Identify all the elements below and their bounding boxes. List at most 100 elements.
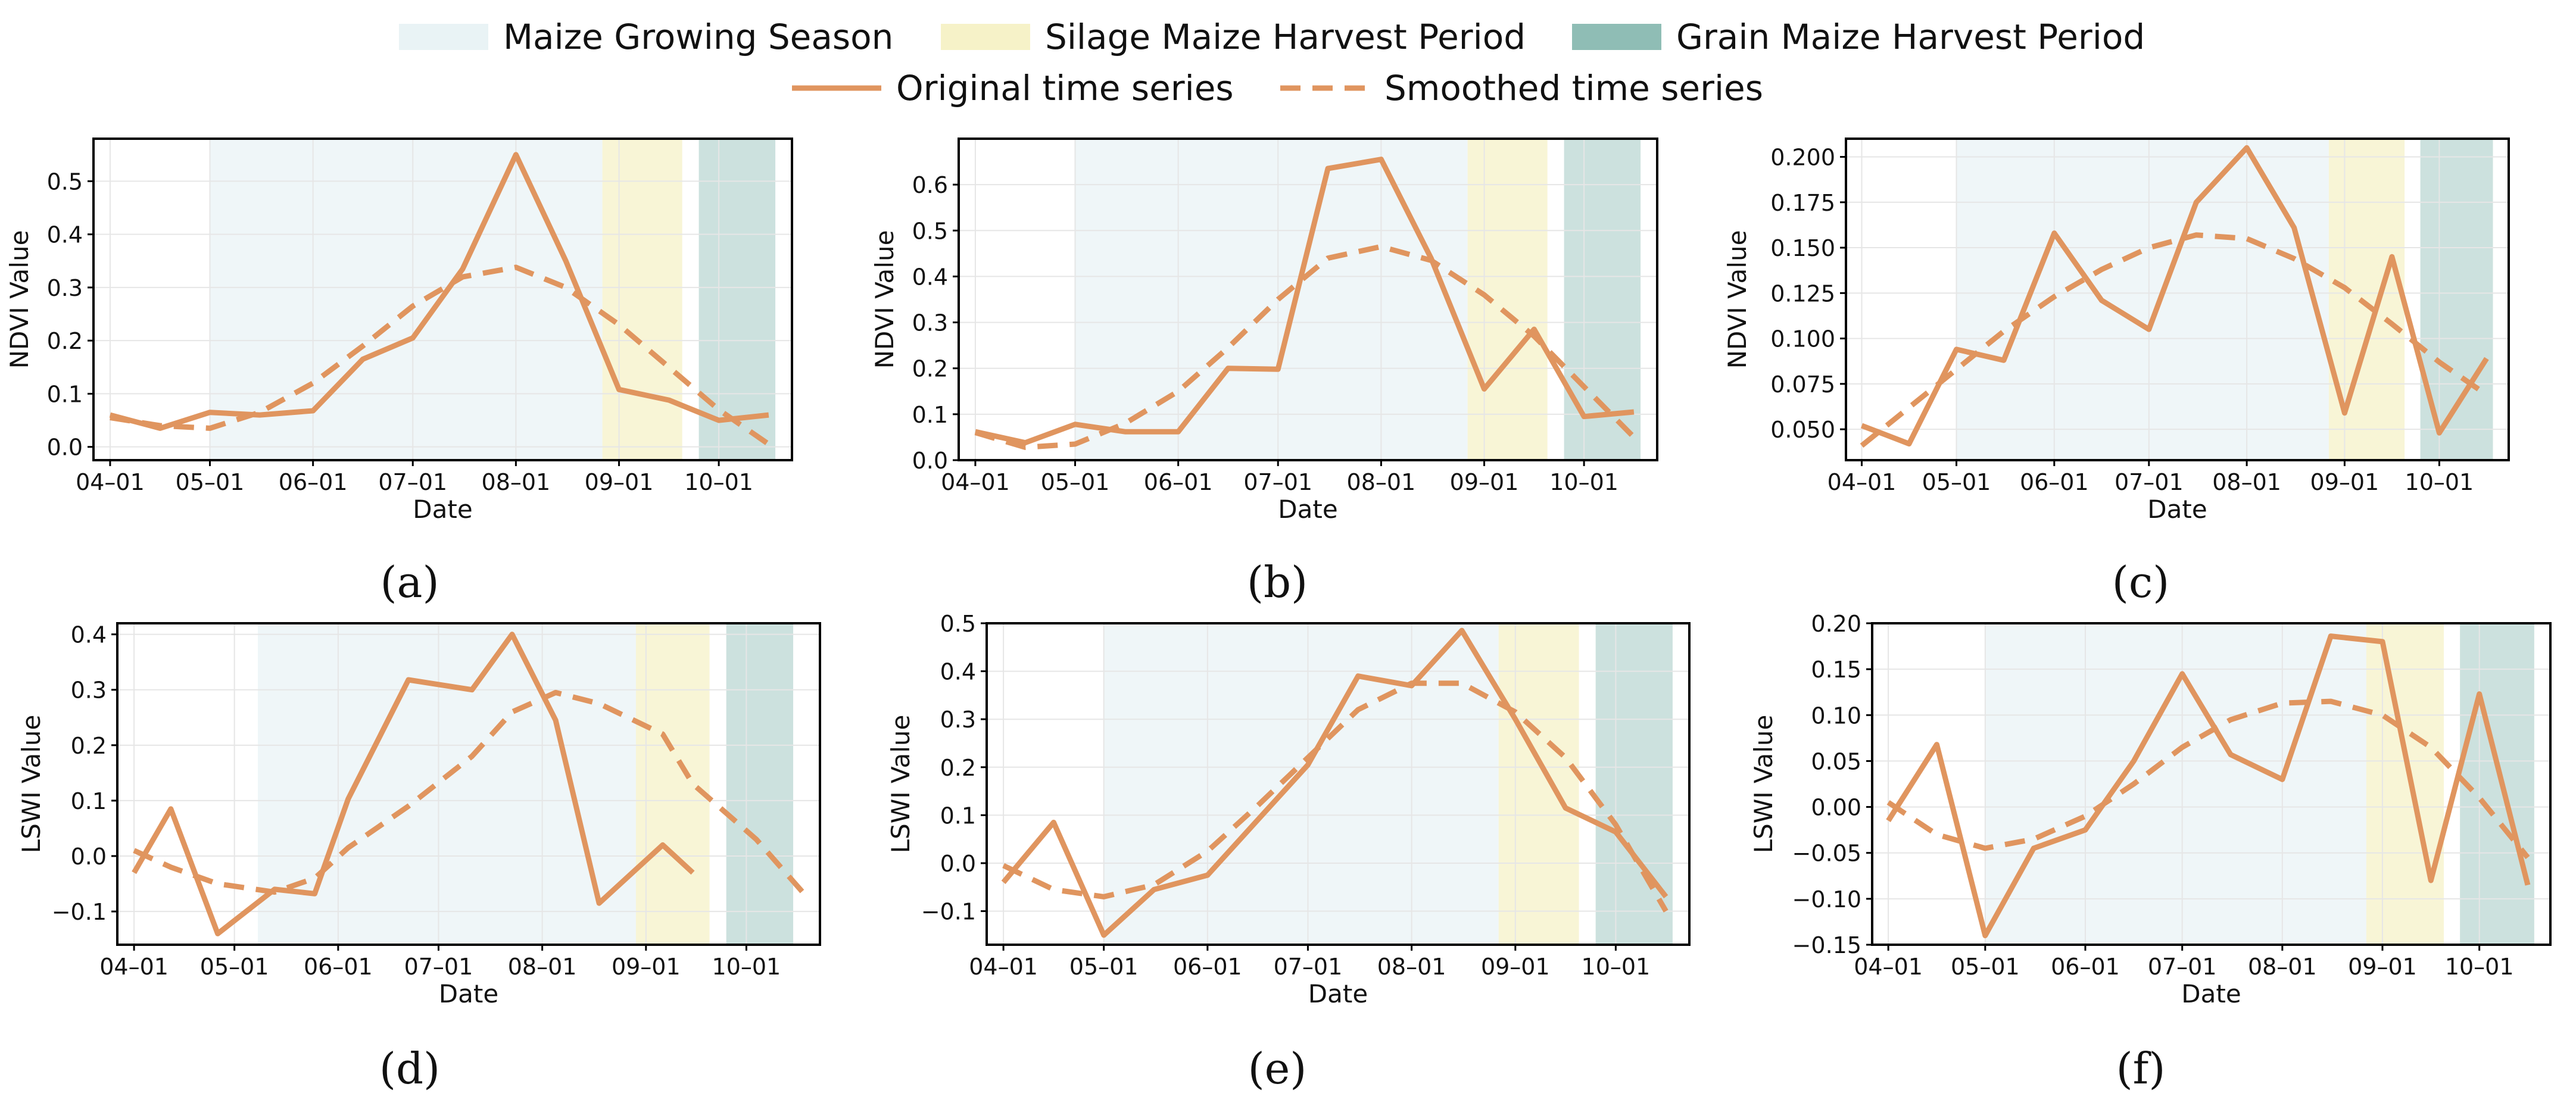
y-tick-label: 0.15 [1811, 657, 1861, 683]
y-tick-label: 0.0 [71, 844, 107, 870]
original-series-line [1001, 627, 1669, 938]
x-tick-label: 06–01 [2051, 954, 2120, 980]
legend-item: Smoothed time series [1280, 68, 1763, 108]
x-tick-label: 04–01 [99, 954, 169, 980]
legend-swatch [399, 24, 488, 50]
x-tick-label: 09–01 [1481, 954, 1550, 980]
y-tick-label: 0.2 [940, 755, 976, 781]
growing-season-band [1956, 139, 2329, 460]
y-tick-label: −0.1 [921, 899, 976, 925]
y-axis-label: NDVI Value [1723, 230, 1752, 369]
x-tick-label: 07–01 [404, 954, 473, 980]
y-tick-label: 0.2 [71, 733, 107, 759]
x-tick-label: 05–01 [1922, 469, 1991, 495]
x-tick-label: 04–01 [941, 469, 1010, 495]
x-tick-label: 06–01 [2020, 469, 2089, 495]
y-axis-label: NDVI Value [870, 230, 899, 369]
y-tick-label: 0.20 [1811, 611, 1861, 637]
silage-harvest-band [1467, 139, 1548, 460]
x-axis-label: Date [439, 979, 498, 1008]
x-tick-label: 08–01 [2212, 469, 2281, 495]
x-tick-label: 05–01 [1951, 954, 2020, 980]
y-tick-label: −0.15 [1792, 932, 1861, 958]
x-tick-label: 08–01 [1347, 469, 1416, 495]
axes-frame [986, 622, 1691, 946]
chart-panel: 04–01 05–01 06–01 07–01 08–01 09–01 10–01 0.050… [1723, 138, 2510, 607]
axes-frame [92, 138, 793, 461]
y-tick-label: 0.0 [912, 448, 948, 474]
y-tick-label: 0.200 [1770, 145, 1835, 171]
y-axis-label: LSWI Value [886, 715, 915, 854]
chart-panel: 04–01 05–01 06–01 07–01 08–01 09–01 10–01 −0.1 0… [17, 622, 821, 1094]
growing-season-band [1985, 623, 2366, 945]
y-tick-label: 0.3 [71, 677, 107, 704]
x-tick-label: 09–01 [2348, 954, 2417, 980]
x-tick-label: 09–01 [612, 954, 681, 980]
y-tick-label: 0.1 [47, 381, 83, 407]
grain-harvest-band [2460, 623, 2534, 945]
panel-caption: (f) [2116, 1044, 2166, 1094]
x-tick-label: 06–01 [1144, 469, 1213, 495]
silage-harvest-band [602, 139, 682, 460]
smoothed-series-line [133, 689, 812, 902]
legend-label: Silage Maize Harvest Period [1045, 17, 1526, 57]
chart-panel: 04–01 05–01 06–01 07–01 08–01 09–01 10–01 −0.15… [1749, 611, 2552, 1094]
axes-frame [1845, 138, 2510, 461]
legend: Maize Growing Season Silage Maize Harvest… [399, 17, 2145, 108]
y-tick-label: 0.0 [940, 851, 976, 877]
y-tick-label: 0.050 [1770, 417, 1835, 443]
x-axis-label: Date [413, 495, 472, 524]
x-tick-label: 10–01 [712, 954, 781, 980]
legend-label: Maize Growing Season [503, 17, 893, 57]
growing-season-band [1075, 139, 1468, 460]
x-tick-label: 06–01 [1173, 954, 1242, 980]
x-tick-label: 07–01 [2148, 954, 2217, 980]
x-tick-label: 05–01 [1069, 954, 1139, 980]
x-tick-label: 08–01 [1377, 954, 1446, 980]
axes-frame [1871, 622, 2552, 946]
x-tick-label: 07–01 [378, 469, 447, 495]
x-tick-label: 05–01 [200, 954, 269, 980]
original-series-line [974, 157, 1635, 446]
original-series-line [1860, 145, 2489, 446]
y-axis-label: LSWI Value [1749, 715, 1778, 854]
y-tick-label: 0.10 [1811, 702, 1861, 729]
x-axis-label: Date [2181, 979, 2241, 1008]
smoothed-series-line [1860, 232, 2488, 448]
y-tick-label: 0.5 [912, 218, 948, 244]
x-tick-label: 09–01 [1450, 469, 1519, 495]
x-tick-label: 05–01 [1041, 469, 1110, 495]
x-axis-label: Date [1278, 495, 1337, 524]
y-tick-label: 0.1 [912, 402, 948, 428]
legend-item: Maize Growing Season [399, 17, 893, 57]
y-tick-label: 0.4 [940, 659, 976, 685]
y-tick-label: 0.3 [47, 275, 83, 301]
y-tick-label: 0.150 [1770, 235, 1835, 261]
legend-label: Original time series [896, 68, 1234, 108]
original-series-line [1886, 633, 2531, 939]
smoothed-series-line [110, 264, 771, 446]
panel-caption: (d) [379, 1044, 440, 1094]
panel-caption: (c) [2112, 557, 2170, 607]
y-tick-label: 0.2 [912, 356, 948, 382]
x-tick-label: 08–01 [2248, 954, 2317, 980]
x-tick-label: 09–01 [2310, 469, 2379, 495]
chart-panel: 04–01 05–01 06–01 07–01 08–01 09–01 10–01 0.0 0.… [870, 138, 1658, 607]
growing-season-band [258, 623, 636, 945]
x-tick-label: 07–01 [1243, 469, 1312, 495]
legend-swatch [941, 24, 1030, 50]
x-tick-label: 10–01 [2445, 954, 2514, 980]
x-tick-label: 04–01 [969, 954, 1038, 980]
y-tick-label: −0.1 [52, 899, 107, 925]
silage-harvest-band [635, 623, 710, 945]
silage-harvest-band [2366, 623, 2444, 945]
x-tick-label: 06–01 [304, 954, 373, 980]
legend-item: Silage Maize Harvest Period [941, 17, 1526, 57]
grain-harvest-band [726, 623, 794, 945]
y-tick-label: 0.4 [47, 222, 83, 248]
x-tick-label: 04–01 [76, 469, 145, 495]
y-tick-label: −0.05 [1792, 841, 1861, 867]
y-tick-label: 0.4 [912, 264, 948, 290]
x-tick-label: 05–01 [176, 469, 245, 495]
y-tick-label: 0.175 [1770, 190, 1835, 216]
